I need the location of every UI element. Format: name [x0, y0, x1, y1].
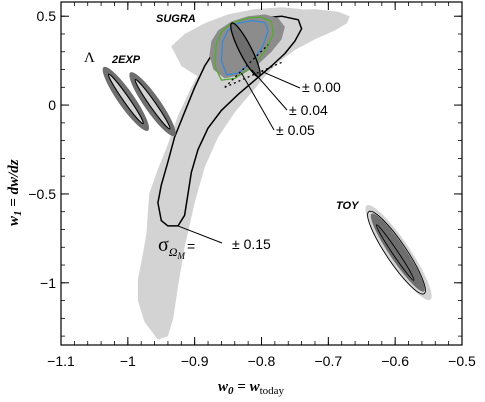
- x-tick-label: −1: [120, 353, 136, 369]
- x-tick-label: −0.5: [448, 353, 476, 369]
- lambda-inner-ellipse: [107, 73, 144, 125]
- leader-pm-0-04: [251, 69, 288, 111]
- y-tick-label: −1: [40, 275, 56, 291]
- sugra-dotted-line-2: [224, 61, 282, 88]
- sugra-inner-ellipse: [230, 22, 261, 78]
- x-tick-label: −0.8: [248, 353, 276, 369]
- leader-pm-0-00: [261, 70, 301, 89]
- x-tick-label: −0.6: [381, 353, 409, 369]
- tick-layer: −1.1 −1 −0.9 −0.8 −0.7 −0.6 −0.5 −1 −0.5 0 0.5: [28, 2, 476, 369]
- y-tick-label: 0.5: [37, 8, 57, 24]
- model-label-sugra: SUGRA: [156, 13, 196, 25]
- y-tick-label: 0: [48, 97, 56, 113]
- label-layer: Λ 2EXP SUGRA TOY ± 0.00 ± 0.04 ± 0.05 ± …: [6, 13, 360, 397]
- annotation-pm-0-15: ± 0.15: [232, 236, 271, 252]
- model-label-lambda: Λ: [84, 50, 95, 66]
- leader-pm-0-15: [177, 225, 223, 244]
- x-tick-label: −1.1: [47, 353, 75, 369]
- 2exp-inner-ellipse: [134, 78, 171, 130]
- contour-layer: [102, 7, 432, 340]
- y-axis-label: w1 = dw/dz: [6, 159, 24, 226]
- annotation-pm-0-04: ± 0.04: [289, 102, 328, 118]
- annotation-pm-0-05: ± 0.05: [276, 122, 315, 138]
- toy-inner-line: [375, 224, 415, 281]
- annotation-pm-0-00: ± 0.00: [302, 79, 341, 95]
- outer-light-region: [137, 9, 350, 340]
- contour-outline-pm-0-15: [157, 15, 303, 227]
- contour-pm-0-04-blue: [220, 20, 269, 76]
- toy-dark-ellipse: [370, 213, 425, 292]
- leader-pm-0-05: [241, 72, 275, 131]
- x-tick-label: −0.7: [315, 353, 343, 369]
- toy-line-ellipse: [367, 210, 426, 295]
- x-axis-label: w0 = wtoday: [218, 379, 285, 397]
- model-label-toy: TOY: [336, 200, 360, 212]
- model-label-2exp: 2EXP: [111, 54, 141, 66]
- sugra-dotted-line-1: [224, 44, 269, 88]
- sigma-omega-m-label: σΩM=: [158, 234, 195, 261]
- y-tick-label: −0.5: [28, 186, 56, 202]
- x-tick-label: −0.9: [181, 353, 209, 369]
